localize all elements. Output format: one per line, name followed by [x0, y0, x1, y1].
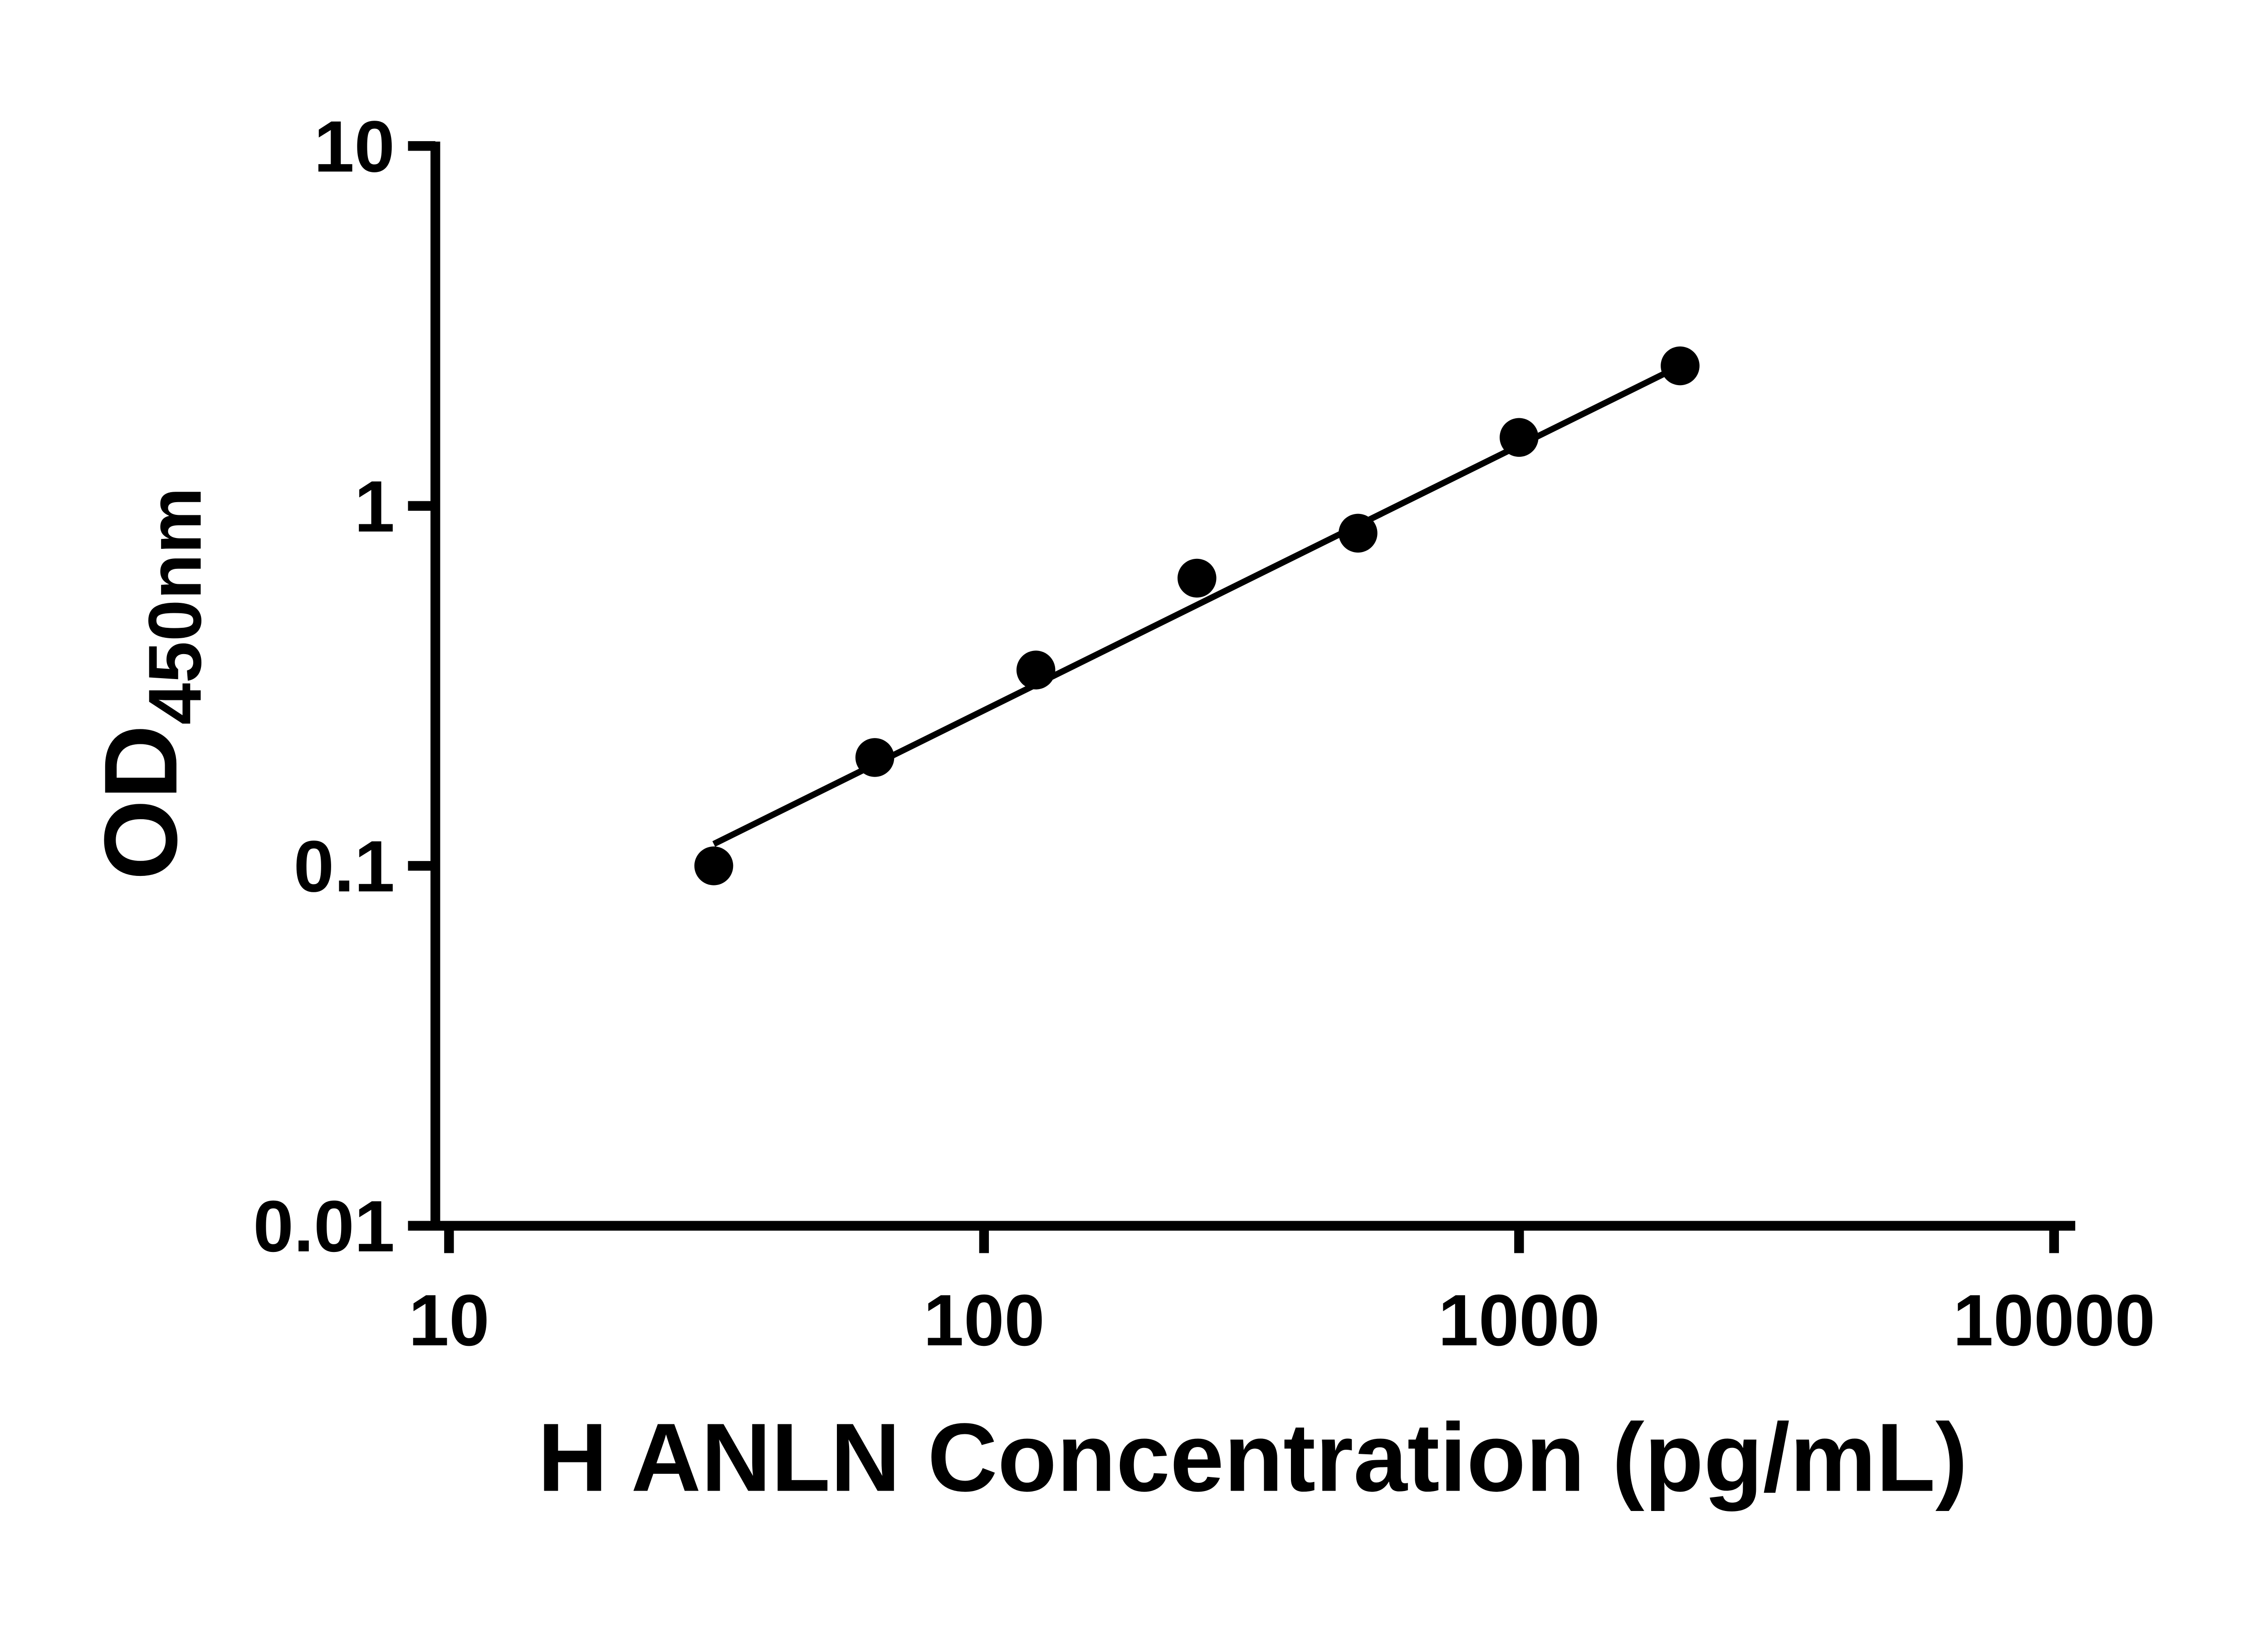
- y-tick-label: 10: [314, 106, 395, 187]
- y-tick-label: 1: [354, 466, 395, 547]
- y-tick-label: 0.01: [253, 1186, 395, 1267]
- data-point: [1500, 418, 1539, 457]
- y-axis-title: OD450nm: [83, 487, 217, 880]
- elisa-standard-curve-figure: 10 100 1000 10000 10 1 0.1 0.01 H ANLN Concentr…: [83, 106, 2156, 1512]
- chart-canvas: 10 100 1000 10000 10 1 0.1 0.01 H ANLN Concentr…: [83, 106, 2156, 1512]
- data-point: [1177, 558, 1217, 598]
- data-point: [694, 846, 733, 885]
- x-tick-label: 1000: [1438, 1280, 1600, 1361]
- y-axis-title-main: OD: [83, 725, 199, 880]
- data-point: [855, 738, 894, 777]
- x-tick-label: 10: [409, 1280, 489, 1361]
- x-tick-label: 10000: [1953, 1280, 2155, 1361]
- axes-layer: 10 100 1000 10000 10 1 0.1 0.01: [253, 106, 2155, 1361]
- data-point: [1661, 346, 1700, 386]
- y-tick-label: 0.1: [293, 826, 395, 907]
- plot-layer: [694, 346, 1700, 885]
- x-axis-title: H ANLN Concentration (pg/mL): [538, 1403, 1968, 1512]
- data-point: [1016, 650, 1056, 689]
- y-axis-title-subscript: 450nm: [133, 487, 217, 725]
- x-tick-label: 100: [924, 1280, 1045, 1361]
- data-point: [1339, 513, 1378, 553]
